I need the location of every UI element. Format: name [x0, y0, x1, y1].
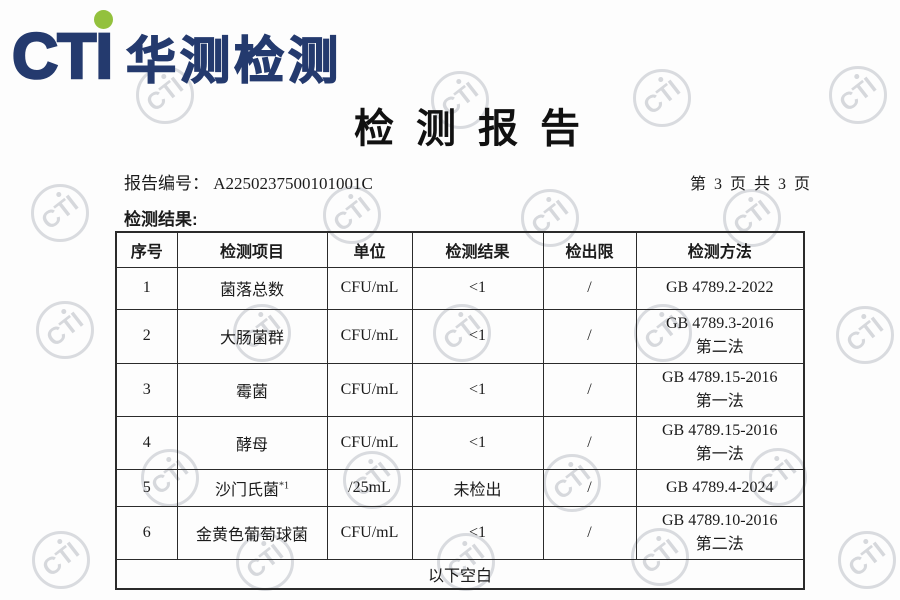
cti-logo-text: CTI: [11, 20, 115, 92]
cti-watermark-stamp-icon: CTI: [36, 301, 94, 359]
cell-result: <1: [411, 415, 544, 470]
cell-method: GB 4789.4-2024: [635, 468, 805, 507]
col-header-result: 检测结果: [411, 231, 544, 268]
cell-no: 1: [115, 266, 178, 310]
col-header-item: 检测项目: [176, 231, 328, 268]
cti-logo-green-dot-icon: [94, 10, 114, 29]
cell-no: 5: [115, 468, 178, 507]
col-header-unit: 单位: [326, 231, 413, 268]
cell-result: <1: [411, 362, 544, 417]
cell-no: 4: [115, 415, 178, 470]
results-section-label: 检测结果:: [124, 210, 198, 229]
table-row: 4 酵母 CFU/mL <1 / GB 4789.15-2016 第一法: [115, 415, 805, 470]
cell-no: 6: [115, 505, 178, 560]
cell-result: <1: [411, 505, 544, 560]
cell-unit: CFU/mL: [326, 415, 413, 470]
table-row: 3 霉菌 CFU/mL <1 / GB 4789.15-2016 第一法: [115, 362, 805, 417]
page-indicator: 第 3 页 共 3 页: [689, 176, 812, 193]
company-name: 华测检测: [125, 33, 343, 89]
cell-limit: /: [542, 415, 637, 470]
cti-watermark-stamp-icon: CTI: [32, 531, 90, 589]
report-number-value: A2250237500101001C: [213, 174, 373, 193]
cell-result: <1: [411, 266, 544, 310]
cell-item: 沙门氏菌*1: [176, 468, 328, 507]
cell-unit: CFU/mL: [326, 308, 413, 364]
cti-watermark-stamp-icon: CTI: [31, 184, 89, 242]
results-table: 序号 检测项目 单位 检测结果 检出限 检测方法 1 菌落总数 CFU/mL <…: [115, 231, 805, 590]
cell-limit: /: [542, 468, 637, 507]
cti-watermark-stamp-icon: CTI: [836, 306, 894, 364]
blank-below-note: 以下空白: [115, 558, 805, 590]
report-number-label: 报告编号：: [124, 174, 209, 193]
cell-limit: /: [542, 362, 637, 417]
report-title: 检 测 报 告: [354, 106, 586, 151]
cell-item: 金黄色葡萄球菌: [176, 505, 328, 560]
table-row: 5 沙门氏菌*1 /25mL 未检出 / GB 4789.4-2024: [115, 468, 805, 507]
cell-item: 大肠菌群: [176, 308, 328, 364]
cell-unit: CFU/mL: [326, 362, 413, 417]
cell-method: GB 4789.2-2022: [635, 266, 805, 310]
table-row: 6 金黄色葡萄球菌 CFU/mL <1 / GB 4789.10-2016 第二…: [115, 505, 805, 560]
cell-result: 未检出: [411, 468, 544, 507]
cell-method: GB 4789.10-2016 第二法: [635, 505, 805, 560]
table-header-row: 序号 检测项目 单位 检测结果 检出限 检测方法: [115, 231, 805, 268]
cell-method: GB 4789.3-2016 第二法: [635, 308, 805, 364]
cell-unit: CFU/mL: [326, 505, 413, 560]
col-header-no: 序号: [115, 231, 178, 268]
footnote-marker: *1: [279, 480, 289, 492]
cell-result: <1: [411, 308, 544, 364]
cell-method: GB 4789.15-2016 第一法: [635, 362, 805, 417]
cell-item: 霉菌: [176, 362, 328, 417]
col-header-limit: 检出限: [542, 231, 637, 268]
cti-watermark-stamp-icon: CTI: [838, 531, 896, 589]
cell-unit: CFU/mL: [326, 266, 413, 310]
cell-limit: /: [542, 505, 637, 560]
cell-limit: /: [542, 308, 637, 364]
cell-item: 酵母: [176, 415, 328, 470]
cell-unit: /25mL: [326, 468, 413, 507]
cti-logo-letters: CTI: [11, 10, 114, 89]
cti-logo: CTI 华测检测: [11, 10, 343, 89]
cell-item: 菌落总数: [176, 266, 328, 310]
table-footer-row: 以下空白: [115, 558, 805, 590]
col-header-method: 检测方法: [635, 231, 805, 268]
cell-no: 2: [115, 308, 178, 364]
cell-method: GB 4789.15-2016 第一法: [635, 415, 805, 470]
table-row: 2 大肠菌群 CFU/mL <1 / GB 4789.3-2016 第二法: [115, 308, 805, 364]
cell-limit: /: [542, 266, 637, 310]
table-row: 1 菌落总数 CFU/mL <1 / GB 4789.2-2022: [115, 266, 805, 310]
report-number-line: 报告编号： A2250237500101001C: [124, 169, 373, 194]
cell-no: 3: [115, 362, 178, 417]
